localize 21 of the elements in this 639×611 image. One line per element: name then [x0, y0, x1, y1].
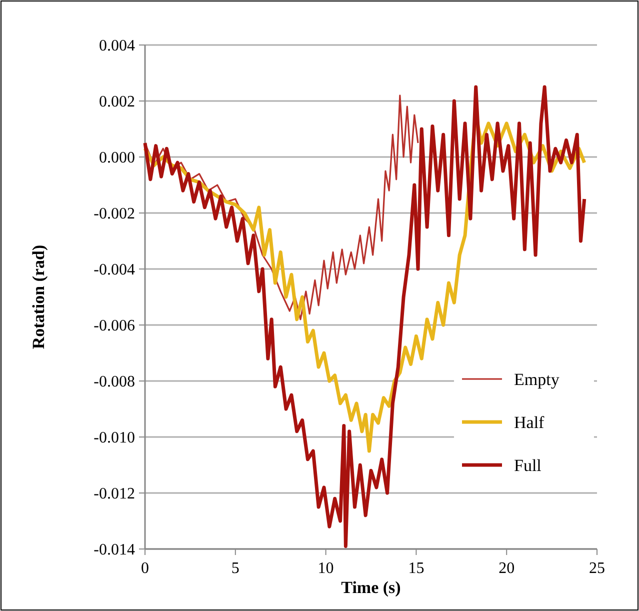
- x-tick-label: 5: [231, 560, 240, 577]
- x-tick-label: 10: [318, 560, 334, 577]
- y-axis-title: Rotation (rad): [29, 244, 48, 350]
- y-tick-label: -0.014: [94, 542, 135, 559]
- legend-label: Half: [514, 412, 545, 432]
- x-tick-label: 0: [141, 560, 149, 577]
- legend-label: Full: [514, 456, 542, 475]
- y-tick-label: 0.004: [99, 38, 135, 55]
- x-axis-title: Time (s): [341, 578, 401, 597]
- x-tick-label: 20: [498, 560, 515, 577]
- y-tick-label: -0.008: [94, 374, 135, 391]
- y-tick-label: -0.006: [94, 318, 135, 335]
- x-tick-label: 15: [408, 560, 424, 577]
- y-tick-label: 0.002: [99, 94, 135, 111]
- y-tick-label: -0.010: [94, 430, 135, 447]
- y-tick-label: 0.000: [99, 150, 135, 167]
- legend-label: Empty: [514, 370, 560, 389]
- y-tick-label: -0.004: [94, 262, 135, 279]
- x-tick-label: 25: [589, 560, 605, 577]
- y-tick-label: -0.002: [94, 206, 135, 223]
- y-tick-label: -0.012: [94, 486, 135, 503]
